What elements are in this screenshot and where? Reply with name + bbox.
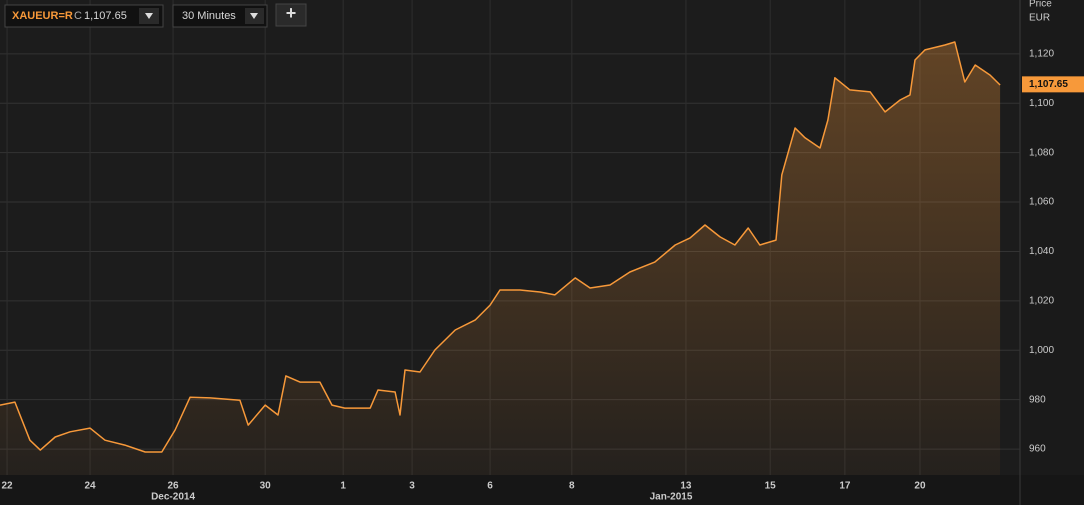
x-tick-label: 3 — [409, 481, 415, 492]
x-tick-label: 30 — [260, 481, 272, 492]
symbol-box[interactable] — [4, 4, 164, 28]
x-tick-label: 8 — [569, 481, 575, 492]
x-tick-label: 15 — [765, 481, 777, 492]
y-tick-label: 1,120 — [1029, 48, 1054, 59]
close-value: 1,107.65 — [84, 10, 127, 22]
x-tick-label: 6 — [487, 481, 493, 492]
y-tick-label: 960 — [1029, 444, 1046, 455]
y-axis-unit: EUR — [1029, 13, 1050, 24]
symbol: XAUEUR=R — [12, 10, 73, 22]
period-label: Jan-2015 — [650, 492, 693, 503]
y-tick-label: 1,080 — [1029, 147, 1054, 158]
x-tick-label: 22 — [1, 481, 13, 492]
x-tick-label: 20 — [914, 481, 926, 492]
x-tick-label: 1 — [340, 481, 346, 492]
interval-box[interactable] — [172, 4, 268, 28]
close-prefix: C — [74, 10, 82, 22]
period-label: Dec-2014 — [151, 492, 195, 503]
last-price-box — [1022, 76, 1084, 93]
x-tick-label: 17 — [839, 481, 851, 492]
y-tick-label: 1,000 — [1029, 345, 1054, 356]
area-fill — [0, 42, 1001, 475]
dropdown-arrow — [145, 13, 153, 19]
x-tick-label: 24 — [84, 481, 96, 492]
y-tick-label: 1,040 — [1029, 246, 1054, 257]
y-tick-label: 1,060 — [1029, 197, 1054, 208]
y-tick-label: 980 — [1029, 394, 1046, 405]
add-button[interactable] — [275, 3, 307, 27]
interval: 30 Minutes — [182, 10, 236, 22]
x-tick-label: 26 — [167, 481, 179, 492]
dropdown-arrow — [250, 13, 258, 19]
y-tick-label: 1,100 — [1029, 98, 1054, 109]
add-label: + — [286, 3, 297, 23]
y-axis-title: Price — [1029, 0, 1052, 10]
x-axis-band — [0, 475, 1084, 505]
price-line — [0, 41, 1001, 453]
last-price-label: 1,107.65 — [1029, 79, 1068, 90]
y-tick-label: 1,020 — [1029, 295, 1054, 306]
x-tick-label: 13 — [680, 481, 692, 492]
